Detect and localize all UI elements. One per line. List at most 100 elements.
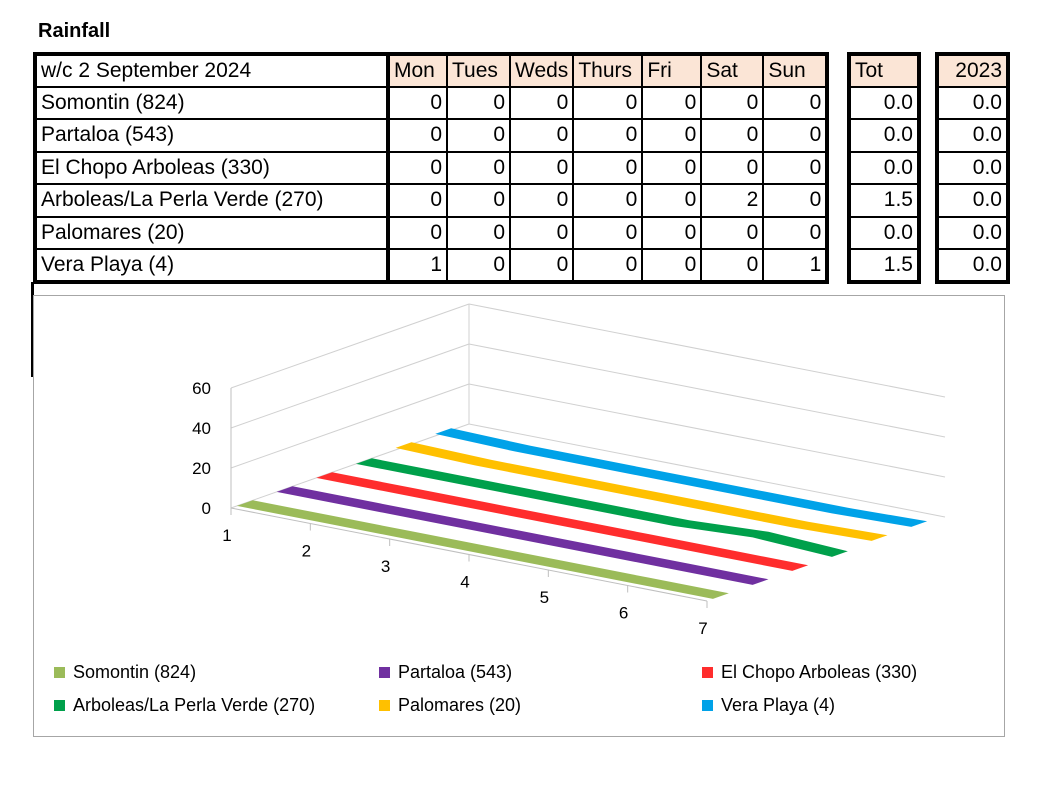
day-header: Weds bbox=[508, 52, 575, 88]
prev-year-table: 2023 0.0 0.0 0.0 0.0 0.0 0.0 bbox=[935, 52, 1010, 284]
legend-swatch bbox=[379, 667, 390, 678]
prev-year-header: 2023 bbox=[935, 52, 1010, 88]
total-value: 0.0 bbox=[847, 85, 921, 120]
series-ribbon bbox=[355, 458, 848, 557]
total-value: 1.5 bbox=[847, 248, 921, 284]
rain-value: 0 bbox=[641, 215, 703, 250]
legend-swatch bbox=[54, 700, 65, 711]
rain-value: 0 bbox=[572, 183, 644, 218]
legend-label: Partaloa (543) bbox=[398, 662, 513, 682]
prev-year-value: 0.0 bbox=[935, 118, 1010, 153]
legend-swatch bbox=[379, 700, 390, 711]
gridline bbox=[230, 423, 470, 509]
gridline bbox=[468, 303, 946, 398]
rain-value: 0 bbox=[508, 248, 575, 284]
rainfall-table: w/c 2 September 2024 Mon Tues Weds Thurs Fri S… bbox=[33, 52, 830, 284]
legend-swatch bbox=[54, 667, 65, 678]
rain-value: 0 bbox=[446, 183, 511, 218]
location-name: Somontin (824) bbox=[33, 85, 390, 120]
rain-value: 0 bbox=[762, 150, 830, 185]
prev-year-value: 0.0 bbox=[935, 150, 1010, 185]
day-header: Fri bbox=[641, 52, 703, 88]
rain-value: 0 bbox=[762, 118, 830, 153]
legend-item: El Chopo Arboleas (330) bbox=[702, 662, 917, 683]
legend-item: Palomares (20) bbox=[379, 695, 521, 716]
rain-value: 0 bbox=[446, 118, 511, 153]
table-row: Somontin (824) 0 0 0 0 0 0 0 bbox=[33, 85, 830, 120]
y-tick-label: 0 bbox=[202, 499, 211, 518]
rain-value: 0 bbox=[572, 85, 644, 120]
gridline bbox=[468, 383, 946, 478]
total-value: 0.0 bbox=[847, 215, 921, 250]
x-tick-label: 5 bbox=[540, 588, 549, 607]
rain-value: 1 bbox=[762, 248, 830, 284]
rain-value: 0 bbox=[387, 183, 448, 218]
week-label: w/c 2 September 2024 bbox=[33, 52, 390, 88]
rain-value: 0 bbox=[700, 118, 765, 153]
series-ribbon bbox=[236, 500, 729, 599]
legend-label: Vera Playa (4) bbox=[721, 695, 836, 715]
table-row: Partaloa (543) 0 0 0 0 0 0 0 bbox=[33, 118, 830, 153]
rain-value: 0 bbox=[700, 85, 765, 120]
series-ribbon bbox=[276, 486, 769, 585]
prev-year-value: 0.0 bbox=[935, 85, 1010, 120]
legend-label: Somontin (824) bbox=[73, 662, 197, 682]
rain-value: 0 bbox=[700, 150, 765, 185]
location-name: Palomares (20) bbox=[33, 215, 390, 250]
location-name: Partaloa (543) bbox=[33, 118, 390, 153]
rain-value: 0 bbox=[700, 248, 765, 284]
rain-value: 0 bbox=[446, 248, 511, 284]
rain-value: 0 bbox=[387, 118, 448, 153]
rain-value: 0 bbox=[508, 183, 575, 218]
table-row: Arboleas/La Perla Verde (270) 0 0 0 0 0 2 0 bbox=[33, 183, 830, 218]
legend-item: Somontin (824) bbox=[54, 662, 196, 683]
total-table: Tot 0.0 0.0 0.0 1.5 0.0 1.5 bbox=[847, 52, 921, 284]
rain-value: 0 bbox=[446, 215, 511, 250]
total-value: 1.5 bbox=[847, 183, 921, 218]
day-header: Sun bbox=[762, 52, 830, 88]
x-tick-label: 7 bbox=[698, 619, 707, 638]
rainfall-3d-chart: 0 20 40 60 1 2 3 4 5 6 7 bbox=[192, 303, 946, 638]
legend-label: Arboleas/La Perla Verde (270) bbox=[73, 695, 316, 715]
location-name: El Chopo Arboleas (330) bbox=[33, 150, 390, 185]
rain-value: 2 bbox=[700, 183, 765, 218]
legend-label: El Chopo Arboleas (330) bbox=[721, 662, 918, 682]
gridline bbox=[230, 303, 470, 389]
location-name: Vera Playa (4) bbox=[33, 248, 390, 284]
x-tick-label: 1 bbox=[222, 526, 231, 545]
rain-value: 0 bbox=[641, 248, 703, 284]
rain-value: 0 bbox=[387, 150, 448, 185]
table-left-border bbox=[31, 282, 34, 377]
gridline bbox=[230, 383, 470, 469]
rain-value: 0 bbox=[572, 118, 644, 153]
table-row: El Chopo Arboleas (330) 0 0 0 0 0 0 0 bbox=[33, 150, 830, 185]
y-tick-label: 60 bbox=[192, 379, 211, 398]
total-value: 0.0 bbox=[847, 118, 921, 153]
x-tick-label: 4 bbox=[460, 573, 469, 592]
legend-swatch bbox=[702, 667, 713, 678]
series-ribbon bbox=[395, 442, 888, 541]
gridline bbox=[230, 343, 470, 429]
chart-area: 0 20 40 60 1 2 3 4 5 6 7 Somontin (824) Partaloa (5… bbox=[33, 295, 1005, 737]
rain-value: 0 bbox=[641, 150, 703, 185]
prev-year-value: 0.0 bbox=[935, 248, 1010, 284]
gridline bbox=[468, 423, 946, 518]
legend-label: Palomares (20) bbox=[398, 695, 522, 715]
day-header: Mon bbox=[387, 52, 448, 88]
rain-value: 0 bbox=[446, 85, 511, 120]
legend-swatch bbox=[702, 700, 713, 711]
rain-value: 0 bbox=[700, 215, 765, 250]
rain-value: 0 bbox=[762, 215, 830, 250]
rain-value: 0 bbox=[641, 85, 703, 120]
rain-value: 0 bbox=[762, 183, 830, 218]
gridline bbox=[468, 343, 946, 438]
page-title: Rainfall bbox=[38, 20, 111, 42]
rain-value: 1 bbox=[387, 248, 448, 284]
rain-value: 0 bbox=[508, 215, 575, 250]
series-ribbon bbox=[435, 428, 928, 527]
total-value: 0.0 bbox=[847, 150, 921, 185]
x-tick-label: 6 bbox=[619, 604, 628, 623]
x-tick-label: 3 bbox=[381, 557, 390, 576]
rain-value: 0 bbox=[641, 118, 703, 153]
prev-year-value: 0.0 bbox=[935, 183, 1010, 218]
